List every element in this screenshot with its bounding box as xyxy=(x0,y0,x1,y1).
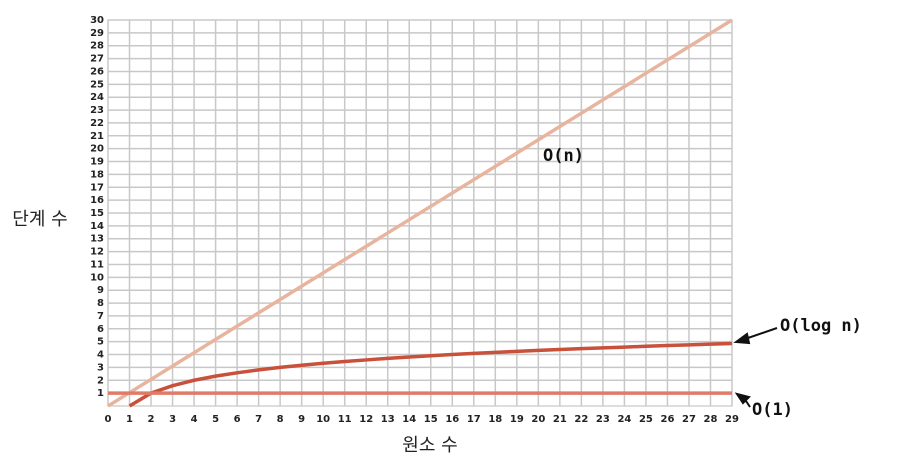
x-tick-label: 5 xyxy=(212,414,219,425)
y-tick-label: 23 xyxy=(90,105,104,116)
y-tick-label: 25 xyxy=(90,79,104,90)
y-tick-label: 6 xyxy=(97,324,104,335)
x-tick-label: 11 xyxy=(338,414,352,425)
x-tick-label: 0 xyxy=(105,414,112,425)
series-label: O(n) xyxy=(543,146,584,166)
y-tick-label: 17 xyxy=(90,182,104,193)
x-tick-label: 17 xyxy=(467,414,481,425)
series-line xyxy=(128,341,733,408)
arrows xyxy=(733,327,778,408)
x-tick-label: 25 xyxy=(639,414,653,425)
x-tick-label: 27 xyxy=(682,414,696,425)
x-tick-label: 2 xyxy=(148,414,155,425)
y-axis-label: 단계 수 xyxy=(12,209,67,230)
y-tick-label: 26 xyxy=(90,66,104,77)
y-tick-label: 16 xyxy=(90,195,104,206)
x-tick-label: 4 xyxy=(191,414,198,425)
x-tick-label: 15 xyxy=(424,414,438,425)
x-tick-label: 20 xyxy=(531,414,545,425)
y-tick-label: 12 xyxy=(90,247,104,258)
y-tick-label: 3 xyxy=(97,362,104,373)
x-tick-label: 26 xyxy=(660,414,674,425)
y-tick-label: 9 xyxy=(97,285,104,296)
y-tick-label: 2 xyxy=(97,375,104,386)
x-tick-label: 24 xyxy=(617,414,631,425)
x-tick-label: 19 xyxy=(510,414,524,425)
y-tick-label: 10 xyxy=(90,272,104,283)
series-label: O(log n) xyxy=(780,316,862,336)
y-tick-label: 18 xyxy=(90,169,104,180)
x-tick-label: 28 xyxy=(704,414,718,425)
y-tick-label: 28 xyxy=(90,41,104,52)
y-tick-label: 21 xyxy=(90,131,104,142)
x-tick-label: 13 xyxy=(381,414,395,425)
y-tick-label: 14 xyxy=(90,221,104,232)
y-tick-label: 22 xyxy=(90,118,104,129)
x-tick-label: 21 xyxy=(553,414,567,425)
y-tick-label: 4 xyxy=(97,350,104,361)
y-tick-label: 24 xyxy=(90,92,104,103)
x-tick-label: 7 xyxy=(255,414,262,425)
y-tick-label: 20 xyxy=(90,144,104,155)
x-tick-label: 22 xyxy=(574,414,588,425)
y-tick-label: 7 xyxy=(97,311,104,322)
x-tick-label: 1 xyxy=(126,414,133,425)
y-tick-label: 15 xyxy=(90,208,104,219)
y-tick-label: 19 xyxy=(90,157,104,168)
y-tick-label: 5 xyxy=(97,337,104,348)
y-tick-label: 27 xyxy=(90,54,104,65)
y-tick-label: 8 xyxy=(97,298,104,309)
y-tick-label: 13 xyxy=(90,234,104,245)
plot: 0 1 2 3 4 5 6 7 8 9 10 11 12 13 14 15 16 17 18 19 20 21 22 23 24… xyxy=(90,15,739,425)
x-axis-label: 원소 수 xyxy=(402,435,457,456)
x-tick-label: 3 xyxy=(169,414,176,425)
x-tick-label: 6 xyxy=(234,414,241,425)
y-tick-label: 29 xyxy=(90,28,104,39)
x-tick-label: 18 xyxy=(488,414,502,425)
x-tick-label: 14 xyxy=(402,414,416,425)
x-tick-label: 16 xyxy=(445,414,459,425)
x-tick-label: 12 xyxy=(359,414,373,425)
y-tick-label: 30 xyxy=(90,15,104,26)
x-tick-label: 29 xyxy=(725,414,739,425)
x-tick-label: 23 xyxy=(596,414,610,425)
series-label: O(1) xyxy=(752,400,793,420)
x-tick-label: 9 xyxy=(298,414,305,425)
y-tick-label: 1 xyxy=(97,388,104,399)
series-line xyxy=(107,18,733,408)
x-tick-label: 8 xyxy=(277,414,284,425)
y-tick-label: 11 xyxy=(90,259,104,270)
x-tick-label: 10 xyxy=(316,414,330,425)
